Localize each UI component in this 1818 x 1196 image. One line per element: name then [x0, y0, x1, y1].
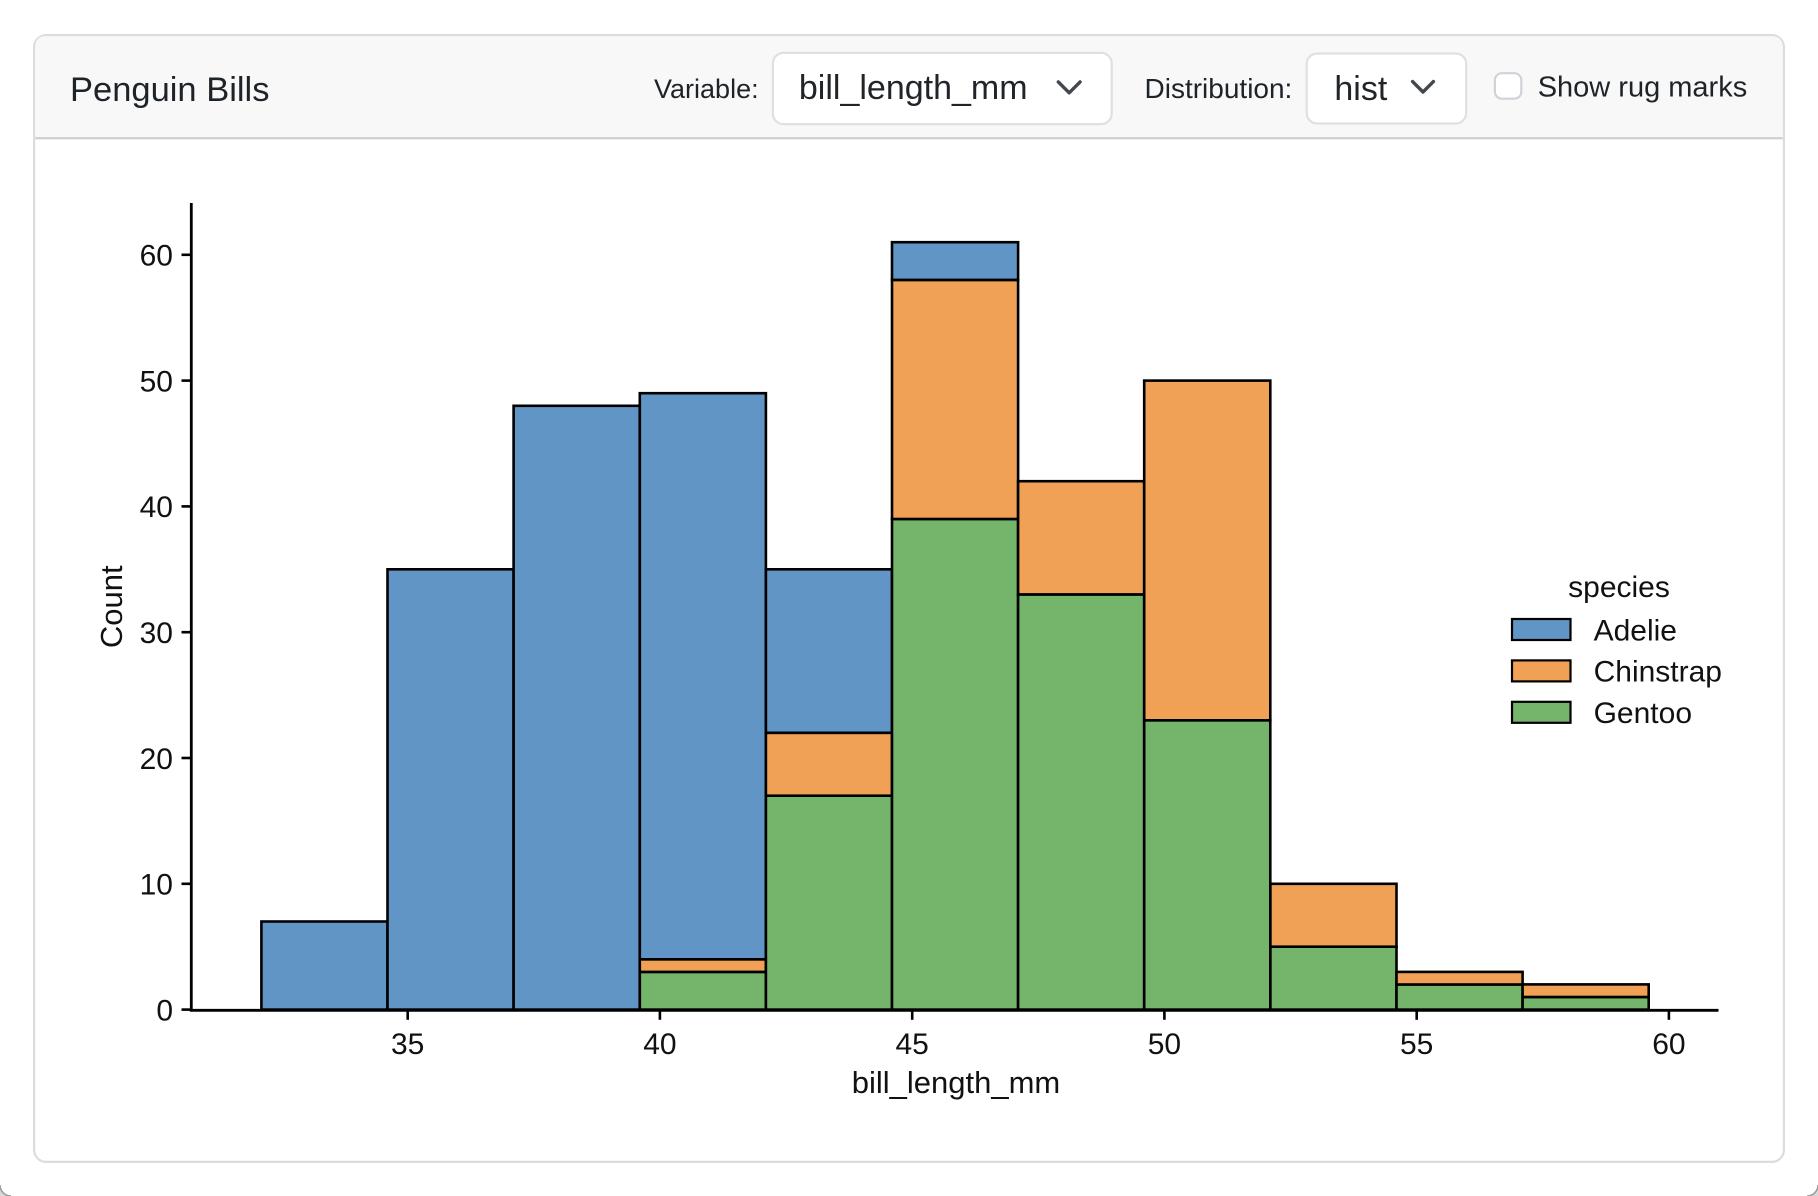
- svg-text:hist: hist: [1334, 70, 1387, 108]
- svg-text:10: 10: [140, 869, 173, 902]
- svg-text:species: species: [1568, 571, 1670, 604]
- svg-text:Penguin Bills: Penguin Bills: [70, 71, 269, 109]
- svg-text:50: 50: [1148, 1028, 1181, 1061]
- svg-text:60: 60: [1652, 1028, 1685, 1061]
- svg-text:50: 50: [140, 365, 173, 398]
- svg-text:Chinstrap: Chinstrap: [1594, 656, 1722, 689]
- svg-text:0: 0: [156, 994, 173, 1027]
- svg-text:30: 30: [140, 617, 173, 650]
- svg-text:55: 55: [1400, 1028, 1433, 1061]
- svg-text:Adelie: Adelie: [1594, 614, 1677, 647]
- svg-text:Gentoo: Gentoo: [1594, 697, 1692, 730]
- svg-text:35: 35: [391, 1028, 424, 1061]
- svg-text:40: 40: [140, 491, 173, 524]
- svg-text:Count: Count: [94, 565, 129, 648]
- svg-text:60: 60: [140, 240, 173, 273]
- svg-text:Distribution:: Distribution:: [1145, 73, 1293, 104]
- svg-text:Show rug marks: Show rug marks: [1538, 72, 1748, 104]
- svg-text:bill_length_mm: bill_length_mm: [799, 69, 1028, 107]
- svg-text:Variable:: Variable:: [654, 74, 759, 104]
- svg-text:20: 20: [140, 743, 173, 776]
- svg-text:bill_length_mm: bill_length_mm: [852, 1065, 1061, 1100]
- svg-text:40: 40: [643, 1028, 676, 1061]
- svg-text:45: 45: [896, 1028, 929, 1061]
